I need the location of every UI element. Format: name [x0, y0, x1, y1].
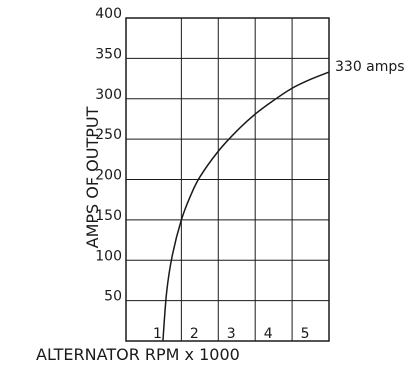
series-line-amps	[162, 71, 330, 342]
y-tick-100: 100	[95, 248, 122, 264]
y-tick-250: 250	[95, 127, 122, 143]
x-tick-3: 3	[227, 326, 236, 342]
y-tick-350: 350	[95, 46, 122, 62]
annotation-330-amps: 330 amps	[335, 59, 405, 75]
y-tick-150: 150	[95, 208, 122, 224]
x-tick-labels: 1 2 3 4 5	[153, 326, 310, 342]
y-axis-label: AMPS OF OUTPUT	[83, 106, 102, 248]
y-tick-400: 400	[95, 6, 122, 22]
x-tick-5: 5	[301, 326, 310, 342]
y-tick-300: 300	[95, 87, 122, 103]
y-tick-200: 200	[95, 168, 122, 184]
x-tick-1: 1	[153, 326, 162, 342]
x-axis-label: ALTERNATOR RPM x 1000	[36, 345, 240, 364]
x-tick-2: 2	[190, 326, 199, 342]
x-tick-4: 4	[264, 326, 273, 342]
plot-frame	[125, 17, 330, 342]
y-tick-labels: 50 100 150 200 250 300 350 400	[95, 6, 122, 305]
y-tick-50: 50	[104, 289, 122, 305]
chart-grid	[126, 18, 330, 341]
